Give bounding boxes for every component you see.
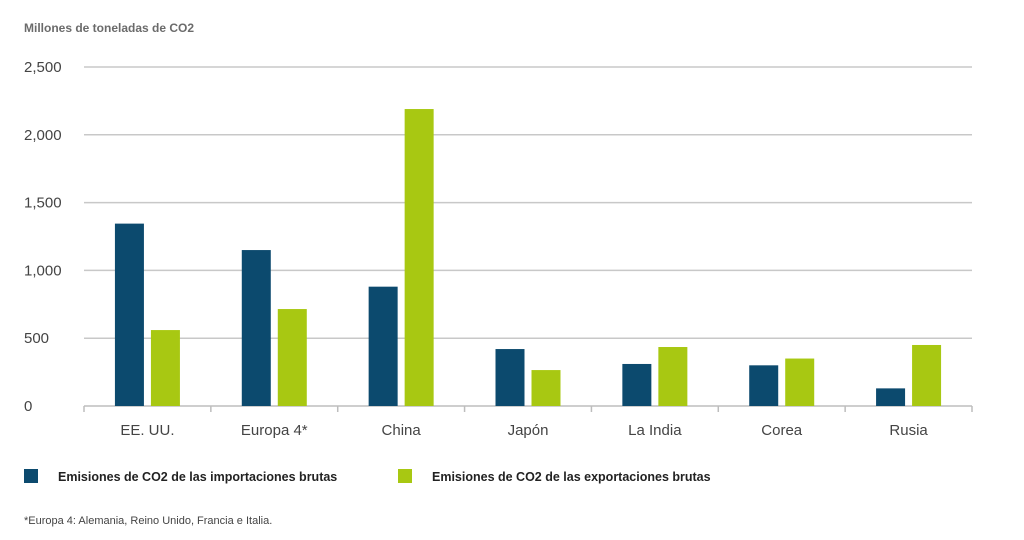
legend-swatch [24,469,38,483]
y-tick-label: 0 [24,398,32,415]
x-tick-label: EE. UU. [120,422,174,439]
bar-exports [912,344,942,406]
y-tick-label: 2,500 [24,59,62,76]
grid [84,66,972,407]
x-tick-label: Rusia [889,422,928,439]
x-tick-label: China [382,422,422,439]
y-tick-label: 1,500 [24,195,62,212]
footnote: *Europa 4: Alemania, Reino Unido, Franci… [24,515,272,527]
bar-exports [404,109,434,406]
y-tick-label: 1,000 [24,262,62,279]
bar-imports [749,365,779,406]
y-unit-label: Millones de toneladas de CO2 [24,21,194,35]
legend-label: Emisiones de CO2 de las exportaciones br… [432,470,711,484]
y-tick-label: 2,000 [24,127,62,144]
bar-imports [241,250,271,406]
legend: Emisiones de CO2 de las importaciones br… [24,469,711,484]
bar-imports [495,349,525,406]
bar-exports [531,370,561,406]
bar-imports [114,223,144,406]
bars [114,109,942,406]
x-tick-label: Corea [761,422,803,439]
legend-swatch [398,469,412,483]
bar-imports [368,286,398,406]
bar-imports [622,363,652,406]
bar-exports [150,330,180,406]
legend-label: Emisiones de CO2 de las importaciones br… [58,470,337,484]
bar-imports [876,388,906,406]
x-tick-label: Japón [508,422,549,439]
bar-exports [277,309,307,406]
bar-exports [658,347,688,406]
x-axis: EE. UU. Europa 4* China Japón La India Corea R… [83,406,973,439]
x-tick-label: La India [628,422,682,439]
y-tick-label: 500 [24,330,49,347]
x-tick-label: Europa 4* [241,422,308,439]
y-axis: 0 500 1,000 1,500 2,000 2,500 [24,59,62,415]
bar-exports [785,358,815,406]
